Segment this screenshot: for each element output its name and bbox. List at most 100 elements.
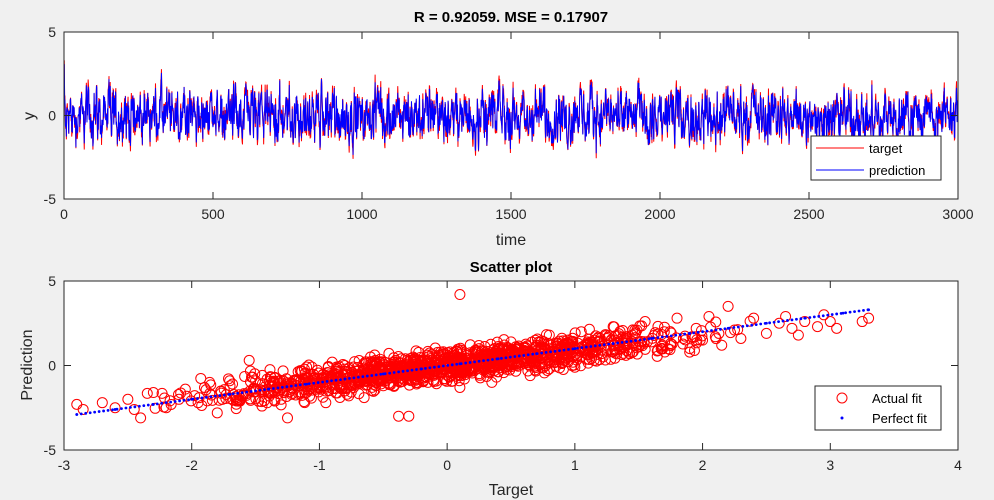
scatter-point-actual-fit [227,378,239,390]
scatter-point-actual-fit [688,344,700,356]
scatter-point-perfect-fit [75,413,79,416]
scatter-point-perfect-fit [573,347,577,350]
scatter-point-perfect-fit [732,326,736,329]
scatter-point-actual-fit [526,355,538,367]
y-ticks: 5 0 -5 [44,273,958,458]
scatter-point-actual-fit [390,364,402,376]
y-tick-label: -5 [44,191,57,207]
series-group [64,60,958,159]
scatter-point-perfect-fit [164,401,168,405]
scatter-point-actual-fit [780,310,792,322]
scatter-point-actual-fit [224,375,236,387]
x-tick-label: -1 [313,457,326,473]
scatter-point-actual-fit [507,346,519,358]
scatter-point-actual-fit [248,382,260,394]
scatter-point-perfect-fit [607,342,611,346]
scatter-point-actual-fit [549,354,561,366]
scatter-point-perfect-fit [169,400,173,404]
scatter-point-actual-fit [237,390,249,402]
scatter-point-actual-fit [381,365,393,377]
scatter-point-perfect-fit [231,392,235,396]
scatter-point-actual-fit [301,387,313,399]
scatter-point-actual-fit [403,410,415,422]
scatter-point-actual-fit [399,353,411,365]
scatter-point-perfect-fit [113,408,117,411]
x-tick-label: 1500 [495,206,526,222]
scatter-point-perfect-fit [441,364,445,368]
scatter-point-perfect-fit [508,355,512,359]
series-group [71,289,875,424]
scatter-point-actual-fit [645,336,657,348]
scatter-point-perfect-fit [325,379,329,383]
scatter-point-perfect-fit [142,404,146,408]
scatter-point-perfect-fit [482,359,485,363]
scatter-point-perfect-fit [768,321,772,325]
scatter-point-actual-fit [388,352,400,364]
scatter-point-perfect-fit [379,372,383,376]
scatter-point-perfect-fit [486,358,490,362]
scatter-point-actual-fit [250,393,262,405]
scatter-point-actual-fit [744,315,756,327]
y-axis-label: y [21,112,38,120]
legend-marker-perfect-fit [840,416,844,420]
scatter-point-actual-fit [656,329,668,341]
scatter-point-actual-fit [323,373,335,385]
scatter-point-perfect-fit [190,397,194,401]
scatter-point-actual-fit [641,336,653,348]
scatter-point-actual-fit [491,360,503,372]
scatter-point-perfect-fit [152,402,155,406]
scatter-point-actual-fit [512,342,524,354]
scatter-point-perfect-fit [307,382,311,386]
scatter-point-actual-fit [541,364,553,376]
scatter-point-perfect-fit [236,391,240,395]
scatter-point-actual-fit [556,356,568,368]
scatter-point-perfect-fit [723,327,727,331]
scatter-point-perfect-fit [146,403,150,407]
scatter-point-actual-fit [295,386,307,398]
scatter-point-actual-fit [311,364,323,376]
scatter-point-perfect-fit [432,365,436,369]
scatter-point-actual-fit [429,342,441,354]
scatter-point-actual-fit [691,337,703,349]
scatter-point-perfect-fit [254,389,257,393]
scatter-point-actual-fit [262,385,274,397]
scatter-point-perfect-fit [106,408,110,412]
scatter-point-actual-fit [448,364,460,376]
scatter-point-actual-fit [658,326,670,338]
scatter-point-perfect-fit [365,374,369,378]
scatter-point-perfect-fit [491,358,494,361]
scatter-point-actual-fit [528,360,540,372]
scatter-point-actual-fit [588,354,600,366]
scatter-point-actual-fit [551,340,563,352]
scatter-point-perfect-fit [625,340,628,344]
scatter-point-perfect-fit [120,407,123,410]
scatter-point-actual-fit [303,359,315,371]
scatter-point-perfect-fit [535,352,538,356]
scatter-point-actual-fit [409,368,421,380]
scatter-point-perfect-fit [450,363,454,367]
y-tick-label: 0 [48,358,56,374]
scatter-point-perfect-fit [786,319,789,322]
scatter-point-perfect-fit [553,349,557,353]
scatter-point-perfect-fit [213,394,217,398]
scatter-point-actual-fit [812,321,824,333]
scatter-point-perfect-fit [701,330,704,334]
scatter-point-actual-fit [409,352,421,364]
scatter-point-actual-fit [246,371,258,383]
x-tick-label: 3000 [942,206,973,222]
scatter-point-actual-fit [479,358,491,370]
scatter-point-perfect-fit [178,399,181,403]
scatter-point-perfect-fit [473,360,476,364]
scatter-point-actual-fit [511,356,523,368]
time-series-axes: 0 500 1000 1500 2000 2500 3000 50-5 R = 0.9205… [21,9,974,249]
scatter-point-actual-fit [181,390,193,402]
scatter-point-actual-fit [571,349,583,361]
scatter-point-perfect-fit [88,411,92,415]
scatter-point-actual-fit [716,339,728,351]
scatter-point-perfect-fit [420,367,423,371]
scatter-point-actual-fit [458,373,470,385]
scatter-point-perfect-fit [330,379,333,383]
scatter-point-perfect-fit [200,396,204,400]
scatter-point-actual-fit [507,355,519,367]
scatter-point-actual-fit [215,387,227,399]
